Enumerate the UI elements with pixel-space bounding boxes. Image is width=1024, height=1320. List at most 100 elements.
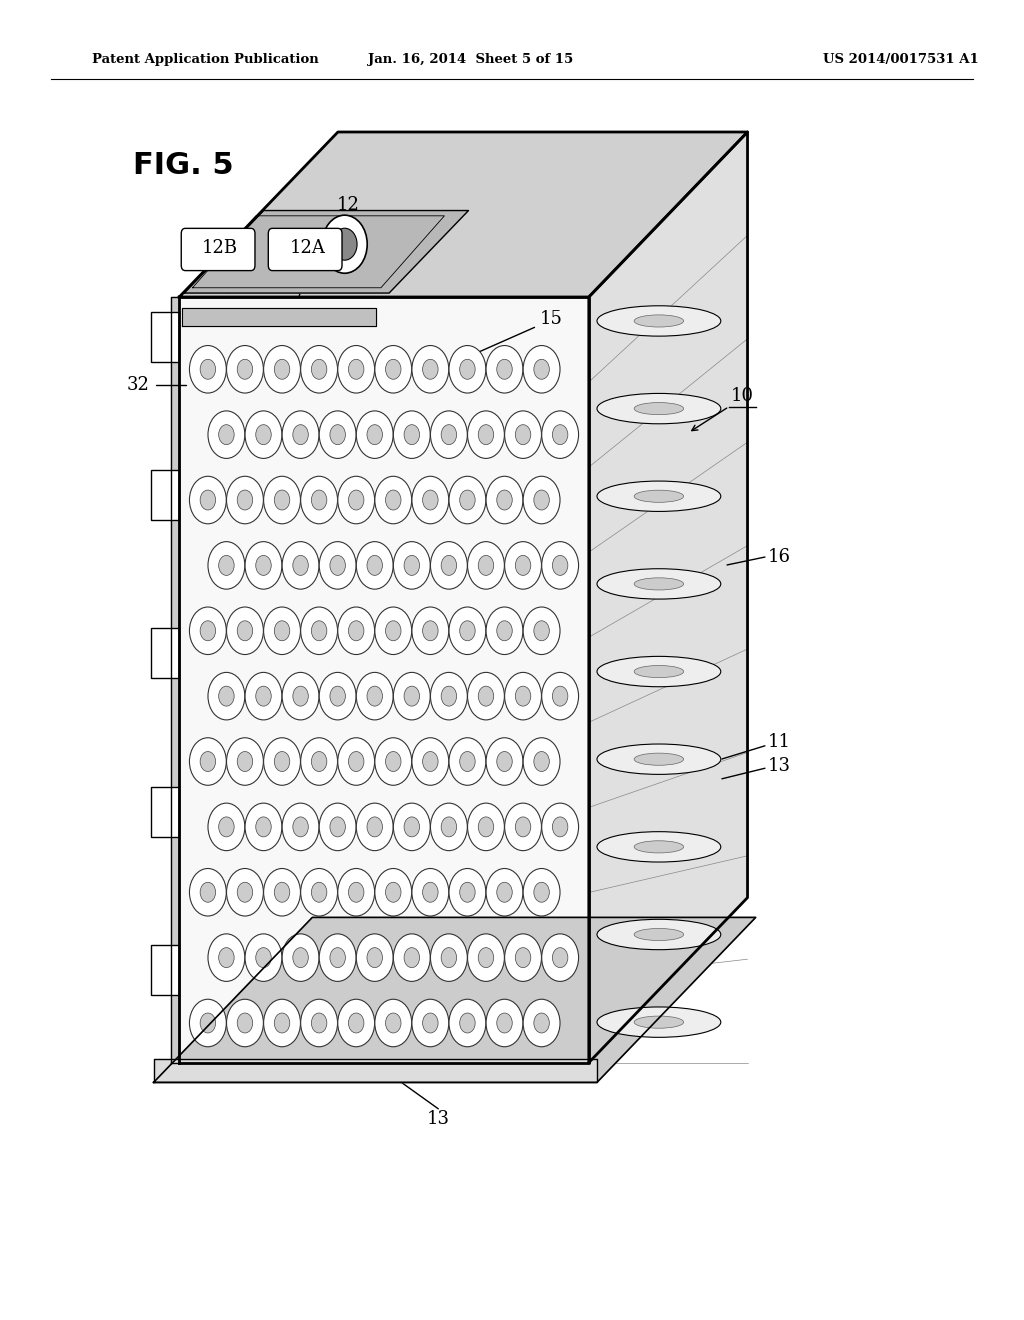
Circle shape xyxy=(542,411,579,458)
Ellipse shape xyxy=(634,665,684,677)
Ellipse shape xyxy=(597,744,721,775)
Text: 12B: 12B xyxy=(202,239,239,257)
Circle shape xyxy=(301,738,338,785)
Circle shape xyxy=(219,948,234,968)
Circle shape xyxy=(478,817,494,837)
Ellipse shape xyxy=(634,578,684,590)
Circle shape xyxy=(330,556,345,576)
Circle shape xyxy=(338,869,375,916)
Circle shape xyxy=(311,490,327,510)
Circle shape xyxy=(385,490,401,510)
Circle shape xyxy=(356,803,393,850)
Circle shape xyxy=(375,999,412,1047)
Circle shape xyxy=(534,620,549,640)
Circle shape xyxy=(441,686,457,706)
Circle shape xyxy=(332,228,357,260)
Circle shape xyxy=(430,411,467,458)
Circle shape xyxy=(263,999,300,1047)
Polygon shape xyxy=(182,308,376,326)
Circle shape xyxy=(238,1012,253,1034)
Circle shape xyxy=(449,607,485,655)
Circle shape xyxy=(412,477,449,524)
Circle shape xyxy=(423,1012,438,1034)
Circle shape xyxy=(274,359,290,379)
Circle shape xyxy=(238,620,253,640)
Circle shape xyxy=(348,882,364,903)
Circle shape xyxy=(338,346,375,393)
Circle shape xyxy=(245,803,282,850)
Circle shape xyxy=(423,882,438,903)
Circle shape xyxy=(219,686,234,706)
Circle shape xyxy=(385,882,401,903)
Ellipse shape xyxy=(597,569,721,599)
Circle shape xyxy=(256,686,271,706)
Circle shape xyxy=(293,817,308,837)
Circle shape xyxy=(486,607,523,655)
Circle shape xyxy=(423,751,438,771)
Circle shape xyxy=(319,541,356,589)
Bar xyxy=(151,945,179,995)
Circle shape xyxy=(441,817,457,837)
Circle shape xyxy=(311,1012,327,1034)
Circle shape xyxy=(256,817,271,837)
Circle shape xyxy=(552,817,568,837)
Circle shape xyxy=(319,803,356,850)
Circle shape xyxy=(393,933,430,981)
Circle shape xyxy=(226,738,263,785)
Circle shape xyxy=(256,425,271,445)
Circle shape xyxy=(515,425,530,445)
Circle shape xyxy=(523,346,560,393)
Circle shape xyxy=(311,620,327,640)
Circle shape xyxy=(385,1012,401,1034)
Circle shape xyxy=(505,411,542,458)
Ellipse shape xyxy=(597,393,721,424)
Circle shape xyxy=(460,751,475,771)
Circle shape xyxy=(301,346,338,393)
Circle shape xyxy=(542,672,579,719)
Circle shape xyxy=(283,933,319,981)
Circle shape xyxy=(189,869,226,916)
Circle shape xyxy=(449,477,485,524)
Circle shape xyxy=(200,1012,216,1034)
Circle shape xyxy=(226,607,263,655)
Circle shape xyxy=(423,359,438,379)
Circle shape xyxy=(542,541,579,589)
Circle shape xyxy=(449,738,485,785)
Circle shape xyxy=(301,607,338,655)
Ellipse shape xyxy=(634,754,684,766)
Circle shape xyxy=(274,490,290,510)
Circle shape xyxy=(468,672,505,719)
Circle shape xyxy=(534,882,549,903)
Bar xyxy=(151,470,179,520)
Circle shape xyxy=(208,672,245,719)
Circle shape xyxy=(393,411,430,458)
Circle shape xyxy=(189,999,226,1047)
Circle shape xyxy=(423,620,438,640)
Circle shape xyxy=(319,672,356,719)
Circle shape xyxy=(311,882,327,903)
Circle shape xyxy=(330,817,345,837)
Polygon shape xyxy=(184,211,469,293)
Circle shape xyxy=(515,556,530,576)
Circle shape xyxy=(311,751,327,771)
Circle shape xyxy=(468,411,505,458)
Circle shape xyxy=(486,869,523,916)
Circle shape xyxy=(385,751,401,771)
Text: 11: 11 xyxy=(768,733,791,751)
Circle shape xyxy=(460,1012,475,1034)
Circle shape xyxy=(301,999,338,1047)
Circle shape xyxy=(245,411,282,458)
Circle shape xyxy=(356,672,393,719)
Circle shape xyxy=(245,541,282,589)
Polygon shape xyxy=(589,132,748,1063)
Circle shape xyxy=(263,869,300,916)
Circle shape xyxy=(404,948,420,968)
Circle shape xyxy=(200,882,216,903)
Circle shape xyxy=(412,999,449,1047)
Circle shape xyxy=(348,620,364,640)
Circle shape xyxy=(486,999,523,1047)
Text: 15: 15 xyxy=(540,310,562,329)
Circle shape xyxy=(238,882,253,903)
Circle shape xyxy=(534,359,549,379)
Text: 10: 10 xyxy=(731,387,754,405)
